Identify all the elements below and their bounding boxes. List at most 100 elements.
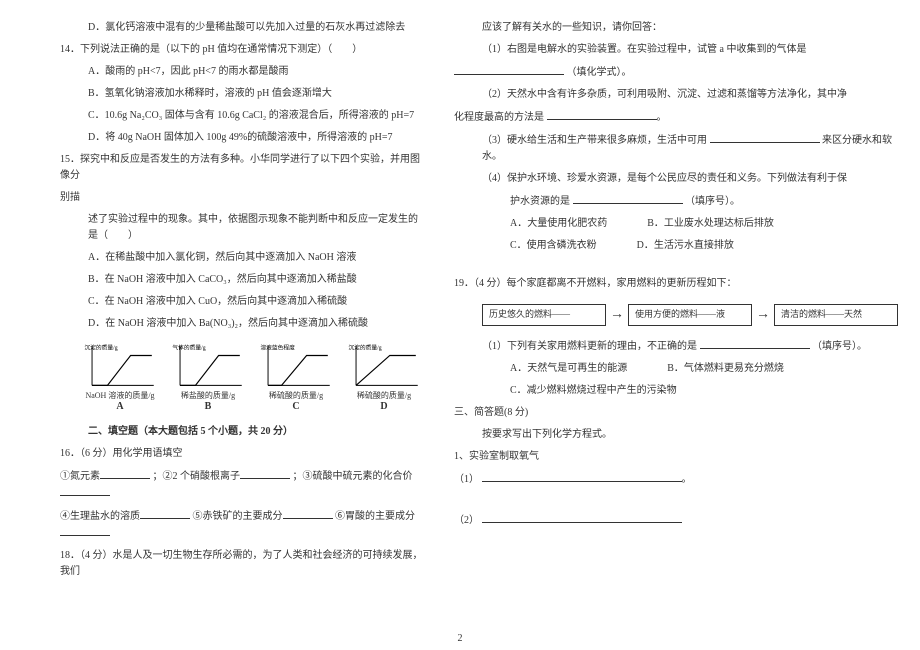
svg-text:气体的质量/g: 气体的质量/g bbox=[172, 344, 205, 352]
blank[interactable] bbox=[240, 468, 290, 479]
q15-stem-1: 15．探究中和反应是否发生的方法有多种。小华同学进行了以下四个实验，并用图像分 bbox=[60, 152, 424, 184]
charts-row: 沉淀的质量/g NaOH 溶液的质量/g A 气体的质量/g 稀盐酸的质量/g … bbox=[80, 342, 424, 412]
blank[interactable] bbox=[454, 64, 564, 75]
blank[interactable] bbox=[140, 508, 190, 519]
svg-text:沉淀的质量/g: 沉淀的质量/g bbox=[84, 344, 117, 352]
flow-diagram: 历史悠久的燃料—— → 使用方便的燃料——液 → 清洁的燃料——天然 bbox=[482, 304, 898, 326]
q16-row2: ④生理盐水的溶质 ⑤赤铁矿的主要成分 ⑥胃酸的主要成分 bbox=[60, 508, 424, 542]
chart-d: 沉淀的质量/g 稀硫酸的质量/g D bbox=[344, 342, 424, 412]
r4c-text: （填序号）。 bbox=[685, 196, 740, 207]
q15-opt-a: A．在稀盐酸中加入氯化铜，然后向其中逐滴加入 NaOH 溶液 bbox=[60, 250, 424, 266]
q19-opt-a: A．天然气是可再生的能源 bbox=[510, 361, 627, 377]
q16-2: ；②2 个硝酸根离子 bbox=[153, 471, 241, 482]
chart-a-xlabel: NaOH 溶液的质量/g bbox=[85, 392, 154, 401]
chart-b-xlabel: 稀盐酸的质量/g bbox=[181, 392, 235, 401]
flow-box-2: 使用方便的燃料——液 bbox=[628, 304, 752, 326]
q13-opt-d: D．氯化钙溶液中混有的少量稀盐酸可以先加入过量的石灰水再过滤除去 bbox=[60, 20, 424, 36]
q16-5: ⑤赤铁矿的主要成分 bbox=[193, 511, 283, 522]
right-column: 应该了解有关水的一些知识，请你回答： （1）右图是电解水的实验装置。在实验过程中… bbox=[454, 20, 898, 580]
r4-opt-d: D．生活污水直接排放 bbox=[637, 238, 734, 254]
section-3a: 三、简答题(8 分) bbox=[454, 405, 898, 421]
q14-opt-b: B．氢氧化钠溶液加水稀释时，溶液的 pH 值会逐渐增大 bbox=[60, 86, 424, 102]
arrow-icon: → bbox=[756, 307, 770, 323]
r3a-text: （3）硬水给生活和生产带来很多麻烦，生活中可用 bbox=[482, 135, 707, 146]
chart-b: 气体的质量/g 稀盐酸的质量/g B bbox=[168, 342, 248, 412]
blank[interactable] bbox=[482, 471, 682, 482]
r2b-text: 化程度最高的方法是 bbox=[454, 112, 544, 123]
q14-opt-d: D．将 40g NaOH 固体加入 100g 49%的硫酸溶液中，所得溶液的 p… bbox=[60, 130, 424, 146]
r4b-text: 护水资源的是 bbox=[510, 196, 570, 207]
left-column: D．氯化钙溶液中混有的少量稀盐酸可以先加入过量的石灰水再过滤除去 14．下列说法… bbox=[60, 20, 424, 580]
blank[interactable] bbox=[710, 132, 820, 143]
s1: 1、实验室制取氧气 bbox=[454, 449, 898, 465]
page-number: 2 bbox=[458, 633, 463, 644]
flow-box-3: 清洁的燃料——天然 bbox=[774, 304, 898, 326]
q15-stem-2: 别描 bbox=[60, 190, 424, 206]
r2a: （2）天然水中含有许多杂质，可利用吸附、沉淀、过滤和蒸馏等方法净化，其中净 bbox=[454, 87, 898, 103]
blank[interactable] bbox=[482, 512, 682, 523]
q15-opt-c: C．在 NaOH 溶液中加入 CuO，然后向其中逐滴加入稀硫酸 bbox=[60, 294, 424, 310]
flow-box-1: 历史悠久的燃料—— bbox=[482, 304, 606, 326]
s1-2: （2） bbox=[454, 512, 898, 529]
chart-c-letter: C bbox=[292, 401, 299, 412]
r4-opts-2: C．使用含磷洗衣粉 D．生活污水直接排放 bbox=[454, 238, 898, 254]
q19-1b-text: （填序号）。 bbox=[812, 341, 867, 352]
arrow-icon: → bbox=[610, 307, 624, 323]
blank[interactable] bbox=[60, 525, 110, 536]
q18-stem: 18．（4 分）水是人及一切生物生存所必需的，为了人类和社会经济的可持续发展，我… bbox=[60, 548, 424, 580]
s1-1: （1） 。 bbox=[454, 471, 898, 488]
q16-stem: 16．（6 分）用化学用语填空 bbox=[60, 446, 424, 462]
r1-text: （1）右图是电解水的实验装置。在实验过程中，试管 a 中收集到的气体是 bbox=[482, 44, 806, 55]
q14-opt-a: A．酸雨的 pH<7，因此 pH<7 的雨水都是酸雨 bbox=[60, 64, 424, 80]
q16-3: ；③硫酸中硫元素的化合价 bbox=[293, 471, 413, 482]
q15-opt-b: B．在 NaOH 溶液中加入 CaCO₃，然后向其中逐滴加入稀盐酸 bbox=[60, 272, 424, 288]
q16-6: ⑥胃酸的主要成分 bbox=[335, 511, 415, 522]
q15-opt-d: D．在 NaOH 溶液中加入 Ba(NO₃)₂，然后向其中逐滴加入稀硫酸 bbox=[60, 316, 424, 332]
r3: （3）硬水给生活和生产带来很多麻烦，生活中可用 来区分硬水和软水。 bbox=[454, 132, 898, 165]
r1: （1）右图是电解水的实验装置。在实验过程中，试管 a 中收集到的气体是 bbox=[454, 42, 898, 58]
q19-opts-1: A．天然气是可再生的能源 B．气体燃料更易充分燃烧 bbox=[454, 361, 898, 377]
r4a: （4）保护水环境、珍爱水资源，是每个公民应尽的责任和义务。下列做法有利于保 bbox=[454, 171, 898, 187]
q19-1: （1）下列有关家用燃料更新的理由，不正确的是 （填序号）。 bbox=[454, 338, 898, 355]
q19-stem: 19．（4 分）每个家庭都离不开燃料，家用燃料的更新历程如下： bbox=[454, 276, 898, 292]
r4-opts-1: A．大量使用化肥农药 B．工业废水处理达标后排放 bbox=[454, 216, 898, 232]
q14-stem: 14．下列说法正确的是（以下的 pH 值均在通常情况下测定）（ ） bbox=[60, 42, 424, 58]
q16-row1: ①氮元素 ；②2 个硝酸根离子 ；③硫酸中硫元素的化合价 bbox=[60, 468, 424, 502]
svg-text:沉淀的质量/g: 沉淀的质量/g bbox=[348, 344, 381, 352]
blank[interactable] bbox=[573, 193, 683, 204]
chart-c: 溶液蓝色程度 稀硫酸的质量/g C bbox=[256, 342, 336, 412]
r1b-text: （填化学式）。 bbox=[567, 67, 632, 78]
q19-1a-text: （1）下列有关家用燃料更新的理由，不正确的是 bbox=[482, 341, 697, 352]
chart-c-xlabel: 稀硫酸的质量/g bbox=[269, 392, 323, 401]
blank[interactable] bbox=[547, 109, 657, 120]
r2b: 化程度最高的方法是 。 bbox=[454, 109, 898, 126]
blank[interactable] bbox=[60, 485, 110, 496]
r4-opt-c: C．使用含磷洗衣粉 bbox=[510, 238, 597, 254]
q16-1: ①氮元素 bbox=[60, 471, 100, 482]
r4-opt-b: B．工业废水处理达标后排放 bbox=[647, 216, 774, 232]
chart-a: 沉淀的质量/g NaOH 溶液的质量/g A bbox=[80, 342, 160, 412]
section-2-title: 二、填空题（本大题包括 5 个小题，共 20 分） bbox=[60, 424, 424, 440]
chart-d-letter: D bbox=[380, 401, 387, 412]
svg-text:溶液蓝色程度: 溶液蓝色程度 bbox=[260, 344, 295, 352]
r4b: 护水资源的是 （填序号）。 bbox=[454, 193, 898, 210]
spacer bbox=[454, 260, 898, 270]
chart-d-xlabel: 稀硫酸的质量/g bbox=[357, 392, 411, 401]
blank[interactable] bbox=[100, 468, 150, 479]
q15-stem-3: 述了实验过程中的现象。其中，依据图示现象不能判断中和反应一定发生的是（ ） bbox=[60, 212, 424, 244]
chart-b-letter: B bbox=[205, 401, 212, 412]
s1-1-label: （1） bbox=[454, 474, 479, 485]
chart-a-letter: A bbox=[116, 401, 123, 412]
q19-opt-c: C．减少燃料燃烧过程中产生的污染物 bbox=[454, 383, 898, 399]
r4-opt-a: A．大量使用化肥农药 bbox=[510, 216, 607, 232]
blank[interactable] bbox=[700, 338, 810, 349]
section-3b: 按要求写出下列化学方程式。 bbox=[454, 427, 898, 443]
s1-2-label: （2） bbox=[454, 515, 479, 526]
q14-opt-c: C．10.6g Na₂CO₃ 固体与含有 10.6g CaCl₂ 的溶液混合后，… bbox=[60, 108, 424, 124]
spacer bbox=[454, 494, 898, 506]
r-intro: 应该了解有关水的一些知识，请你回答： bbox=[454, 20, 898, 36]
q16-4: ④生理盐水的溶质 bbox=[60, 511, 140, 522]
blank[interactable] bbox=[283, 508, 333, 519]
r1b: （填化学式）。 bbox=[454, 64, 898, 81]
q19-opt-b: B．气体燃料更易充分燃烧 bbox=[667, 361, 784, 377]
